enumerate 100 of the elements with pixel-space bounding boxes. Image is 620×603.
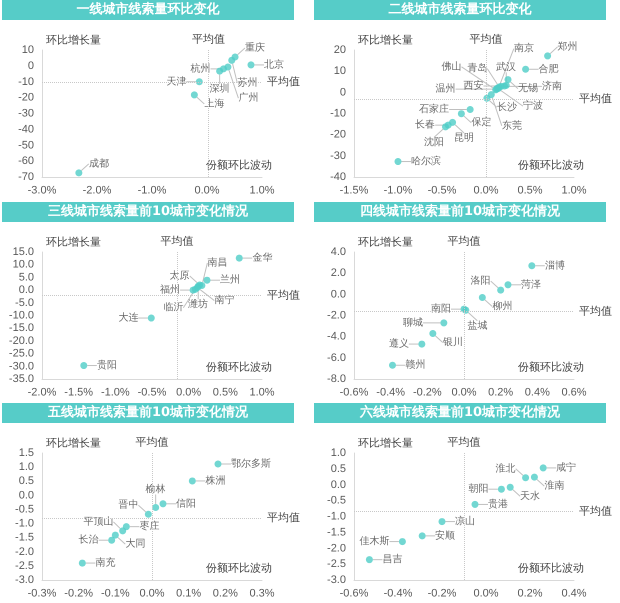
x-tick-label: 0.2% (212, 588, 238, 600)
x-tick-label: -3.0% (28, 184, 57, 196)
y-tick-label: -10.0 (8, 309, 34, 322)
annotation: 淮南 (544, 480, 564, 492)
annotation: 太原 (170, 269, 190, 282)
chart-title: 五线城市线索量前10城市变化情况 (2, 403, 294, 424)
y-tick-label: 5.0 (18, 271, 34, 284)
y-tick-label: 10.0 (12, 258, 34, 270)
y-tick-label: -40 (330, 171, 346, 183)
y-tick-label: 1.0 (330, 447, 346, 460)
annotation: 昌吉 (382, 553, 402, 566)
x-tick-label: 0.4% (524, 386, 550, 398)
y-tick-label: -40 (18, 123, 34, 136)
x-tick-label: -1.5% (64, 386, 94, 398)
y-tick-label: 10 (22, 44, 34, 56)
x-tick-label: 0.6% (561, 386, 587, 398)
x-tick-label: 1.0% (249, 386, 275, 398)
annotation: 株洲 (204, 474, 226, 487)
annotation: 洛阳 (470, 274, 491, 286)
y-tick-label: -20.0 (8, 334, 34, 347)
annotation: 温州 (436, 82, 456, 95)
annotation: 安顺 (435, 530, 456, 542)
y-tick-label: 0.0 (18, 490, 34, 502)
x-tick-label: -1.0% (138, 184, 167, 196)
annotation: 大同 (125, 538, 146, 550)
x-tick-label: 0.0% (139, 588, 165, 600)
x-tick-label: 0.0% (473, 184, 499, 196)
annotation: 咸宁 (556, 462, 576, 474)
x-tick-label: 0.5% (212, 386, 238, 398)
x-tick-label: -0.6% (340, 588, 369, 600)
x-tick-label: -0.4% (384, 588, 413, 600)
y-tick-label: -50 (18, 139, 34, 152)
y-tick-label: -25.0 (8, 347, 34, 360)
y-tick-label: -60 (18, 155, 34, 168)
chart-title: 一线城市线索量环比变化 (2, 0, 294, 20)
x-tick-label: -0.2% (428, 588, 457, 600)
y-tick-label: 10 (334, 65, 346, 78)
x-tick-label: -0.5% (428, 184, 457, 196)
annotation: 银川 (442, 336, 463, 348)
annotation: 宁波 (522, 100, 543, 112)
y-tick-label: -70 (18, 171, 34, 183)
x-tick-label: -0.5% (138, 386, 167, 398)
annotation: 青岛 (467, 62, 488, 74)
y-tick-label: -20 (18, 92, 34, 104)
annotation: 深圳 (210, 82, 230, 95)
y-tick-label: -0.5 (327, 494, 346, 507)
annotation: 南阳 (431, 302, 451, 314)
annotation: 赣州 (406, 358, 426, 370)
y-tick-label: 0.5 (18, 476, 34, 488)
y-tick-label: -2.5 (327, 558, 346, 570)
annotation: 沈阳 (424, 136, 444, 148)
y-tick-label: 20 (334, 44, 346, 56)
x-tick-label: 0.0% (473, 588, 499, 600)
annotation: 遵义 (388, 337, 409, 350)
ref-line-label: 平均值 (579, 93, 612, 106)
x-tick-label: -2.0% (28, 386, 57, 398)
chart-title: 三线城市线索量前10城市变化情况 (2, 202, 294, 222)
x-tick-label: 0.4% (561, 588, 587, 600)
y-tick-label: -5.0 (15, 296, 34, 308)
annotation: 无锡 (518, 83, 538, 94)
y-tick-label: 15.0 (12, 246, 34, 258)
ref-line-label: 平均值 (448, 436, 480, 449)
x-tick-label: -0.4% (376, 386, 406, 398)
annotation: 大连 (118, 311, 138, 324)
x-tick-label: 0.2% (488, 386, 514, 398)
annotation: 佛山 (442, 60, 462, 72)
x-tick-label: 0.2% (517, 588, 543, 600)
annotation: 武汉 (496, 60, 516, 73)
y-tick-label: -1.5 (15, 532, 34, 544)
chart-title: 二线城市线索量环比变化 (314, 0, 606, 20)
y-tick-label: -10 (18, 76, 34, 88)
ref-line-label: 平均值 (267, 512, 300, 525)
x-tick-label: -0.3% (28, 588, 57, 600)
y-tick-label: 4.0 (330, 246, 346, 258)
annotation: 成都 (88, 157, 109, 170)
annotation: 长治 (78, 534, 99, 546)
ref-line-label: 平均值 (579, 304, 612, 317)
annotation: 福州 (160, 283, 180, 296)
y-tick-label: -2.5 (15, 560, 34, 572)
annotation: 兰州 (220, 273, 240, 286)
annotation: 哈尔滨 (411, 155, 441, 168)
x-tick-label: 0.0% (194, 184, 220, 196)
y-tick-label: -20 (330, 128, 346, 141)
y-axis-title: 环比增长量 (46, 235, 101, 248)
y-axis-title: 环比增长量 (46, 34, 101, 46)
annotation: 贵港 (488, 498, 508, 510)
y-tick-label: -1.0 (327, 510, 346, 523)
y-tick-label: 0 (28, 60, 34, 72)
annotation: 盐城 (467, 318, 488, 331)
x-tick-label: -0.2% (412, 386, 442, 398)
y-tick-label: -0.5 (15, 504, 34, 516)
y-tick-label: -4.0 (327, 330, 346, 342)
annotation: 南京 (514, 42, 534, 54)
ref-line-label: 平均值 (160, 235, 194, 248)
x-tick-label: -0.2% (64, 588, 94, 600)
x-tick-label: -2.0% (82, 184, 112, 196)
y-tick-label: 1.0 (18, 461, 34, 474)
ref-line-label: 平均值 (267, 76, 300, 88)
y-axis-title: 环比增长量 (358, 235, 413, 248)
y-tick-label: -3.0 (15, 574, 34, 586)
